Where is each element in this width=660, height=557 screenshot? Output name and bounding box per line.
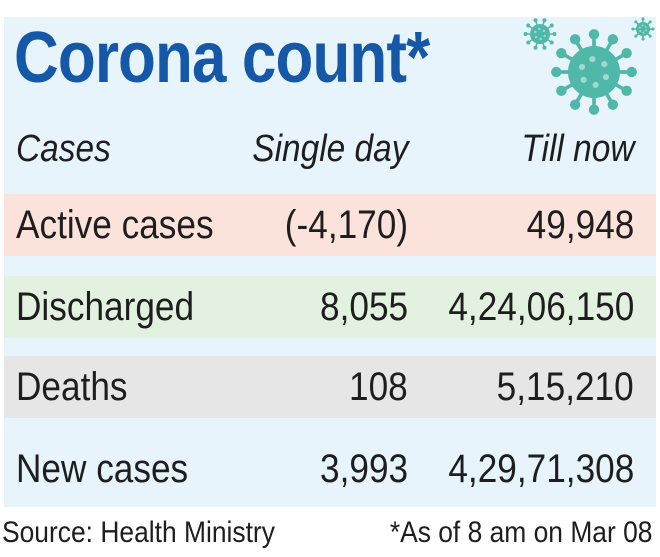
- row-single-day: 8,055: [319, 285, 408, 329]
- footer-note: *As of 8 am on Mar 08: [389, 516, 652, 549]
- row-till-now: 49,948: [526, 203, 634, 247]
- infographic-panel: [4, 17, 656, 507]
- row-single-day: 3,993: [319, 447, 408, 491]
- virus-icon-large: [551, 29, 637, 115]
- row-single-day: (-4,170): [284, 203, 408, 247]
- row-deaths: Deaths 108 5,15,210: [4, 356, 656, 418]
- footer-source: Source: Health Ministry: [2, 516, 275, 549]
- row-till-now: 4,29,71,308: [448, 447, 634, 491]
- row-single-day: 108: [349, 365, 408, 409]
- virus-icon-tiny: [631, 17, 655, 41]
- header-till-now: Till now: [520, 128, 634, 170]
- virus-icon-small: [523, 18, 557, 50]
- header-cases: Cases: [16, 128, 111, 170]
- row-label: Deaths: [16, 365, 128, 409]
- row-new-cases: New cases 3,993 4,29,71,308: [4, 438, 656, 500]
- table-header: Cases Single day Till now: [4, 120, 656, 178]
- header-single-day: Single day: [251, 128, 408, 170]
- row-active-cases: Active cases (-4,170) 49,948: [4, 194, 656, 256]
- row-discharged: Discharged 8,055 4,24,06,150: [4, 276, 656, 338]
- row-till-now: 5,15,210: [496, 365, 634, 409]
- row-label: New cases: [16, 447, 189, 491]
- row-till-now: 4,24,06,150: [448, 285, 634, 329]
- row-label: Discharged: [16, 285, 195, 329]
- page-title: Corona count*: [14, 18, 430, 98]
- row-label: Active cases: [16, 203, 214, 247]
